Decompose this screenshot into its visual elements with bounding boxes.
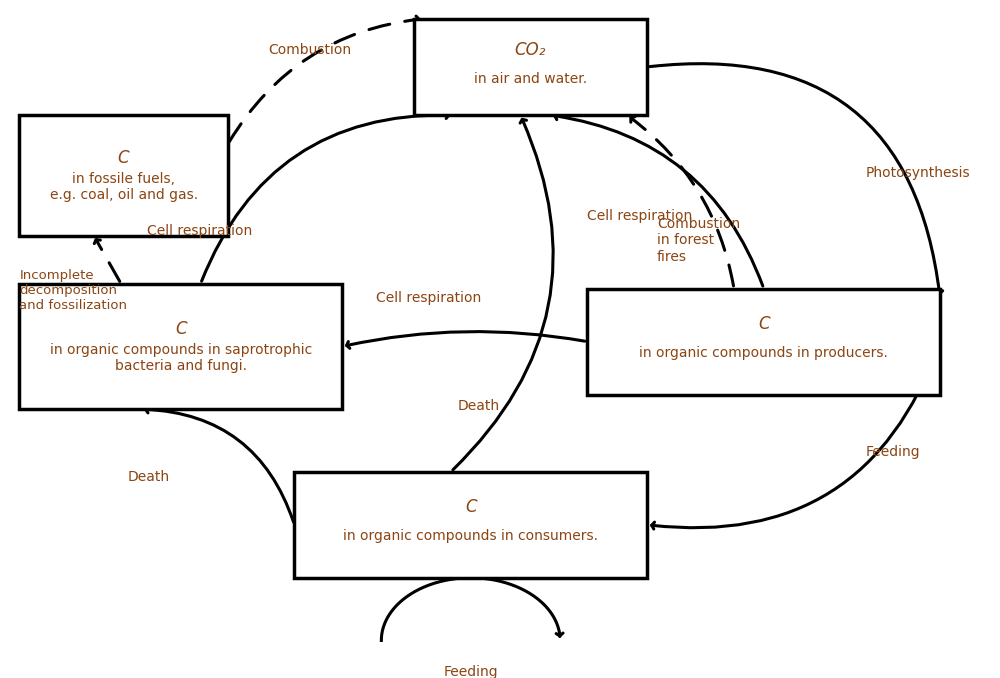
Text: Death: Death — [127, 470, 169, 483]
Text: C: C — [175, 320, 187, 338]
Text: Photosynthesis: Photosynthesis — [866, 166, 970, 180]
Text: in fossile fuels,
e.g. coal, oil and gas.: in fossile fuels, e.g. coal, oil and gas… — [50, 172, 198, 202]
Bar — [587, 289, 940, 395]
Text: Feeding: Feeding — [443, 664, 498, 678]
Text: Combustion
in forest
fires: Combustion in forest fires — [657, 217, 740, 264]
Text: in organic compounds in consumers.: in organic compounds in consumers. — [343, 530, 598, 543]
Bar — [19, 284, 342, 409]
Text: Incomplete
decomposition
and fossilization: Incomplete decomposition and fossilizati… — [19, 269, 127, 313]
Text: C: C — [118, 149, 129, 167]
Text: Cell respiration: Cell respiration — [587, 210, 693, 223]
Text: C: C — [758, 315, 770, 334]
Text: Feeding: Feeding — [866, 445, 920, 460]
Text: Death: Death — [457, 399, 499, 414]
Text: in organic compounds in producers.: in organic compounds in producers. — [639, 346, 888, 360]
Text: in air and water.: in air and water. — [474, 71, 587, 85]
Bar — [294, 472, 647, 578]
Text: Cell respiration: Cell respiration — [147, 224, 253, 238]
Bar — [414, 19, 647, 115]
Text: C: C — [465, 498, 477, 517]
Text: CO₂: CO₂ — [515, 41, 546, 58]
Text: in organic compounds in saprotrophic
bacteria and fungi.: in organic compounds in saprotrophic bac… — [50, 343, 312, 373]
Text: Cell respiration: Cell respiration — [376, 292, 481, 305]
Bar — [19, 115, 228, 236]
Text: Combustion: Combustion — [268, 43, 351, 58]
